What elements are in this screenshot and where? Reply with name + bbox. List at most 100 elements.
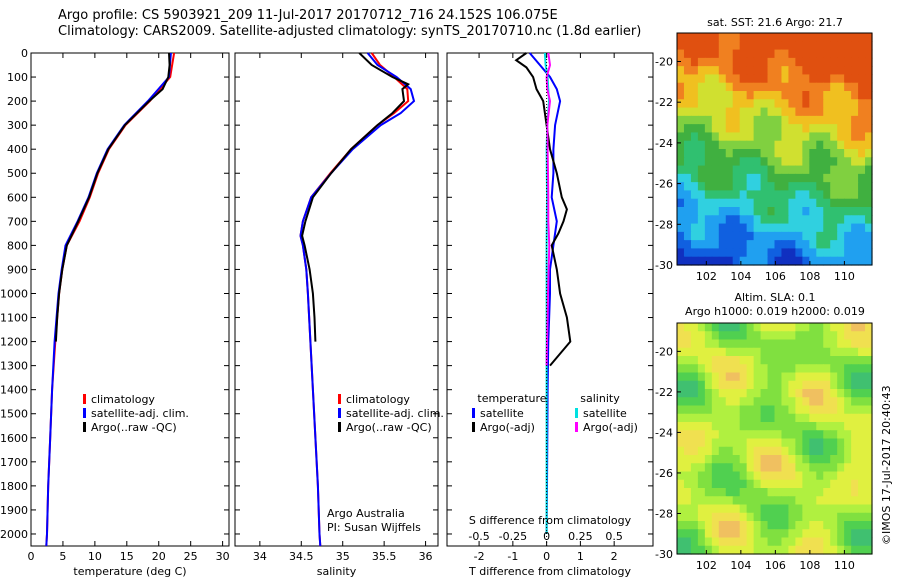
heat-cell: [865, 521, 873, 530]
heat-cell: [711, 173, 720, 183]
heat-cell: [816, 132, 824, 142]
heat-cell: [760, 488, 769, 497]
heat-cell: [725, 529, 734, 539]
heat-cell: [711, 479, 720, 489]
heat-cell: [809, 347, 817, 357]
heat-cell: [711, 397, 720, 407]
heat-cell: [865, 438, 873, 448]
heat-cell: [704, 446, 713, 456]
heat-cell: [795, 479, 803, 489]
heat-cell: [760, 240, 769, 250]
heat-cell: [851, 479, 859, 489]
heat-cell: [753, 463, 762, 473]
heat-cell: [739, 446, 748, 456]
sst-map-title: sat. SST: 21.6 Argo: 21.7: [707, 16, 843, 29]
heat-cell: [732, 157, 741, 167]
heat-cell: [781, 339, 790, 349]
heat-cell: [858, 331, 866, 341]
heat-cell: [774, 413, 783, 423]
heat-cell: [844, 504, 852, 514]
heat-cell: [760, 66, 769, 76]
heat-cell: [746, 33, 755, 42]
heat-cell: [739, 389, 748, 398]
heat-cell: [788, 537, 796, 547]
heat-cell: [704, 389, 713, 398]
heat-cell: [802, 165, 810, 175]
heat-cell: [858, 405, 866, 415]
heat-cell: [788, 173, 796, 183]
heat-cell: [760, 331, 769, 341]
heat-cell: [739, 198, 748, 208]
sla-map-subtitle: Argo h1000: 0.019 h2000: 0.019: [685, 305, 865, 318]
heat-cell: [851, 521, 859, 530]
heat-cell: [844, 323, 852, 332]
heat-cell: [795, 471, 803, 481]
x-tick-label: 0: [543, 550, 550, 563]
heat-cell: [677, 446, 685, 456]
heat-cell: [697, 397, 706, 407]
heat-cell: [697, 41, 706, 51]
heat-cell: [858, 380, 866, 390]
heat-cell: [802, 521, 810, 530]
heat-cell: [739, 512, 748, 522]
heat-cell: [767, 356, 776, 365]
heat-cell: [718, 446, 727, 456]
heat-cell: [823, 190, 831, 200]
heat-cell: [851, 496, 859, 506]
heat-cell: [767, 479, 776, 489]
y-tick-label: 1700: [0, 456, 28, 469]
heat-cell: [816, 479, 824, 489]
heat-cell: [802, 323, 810, 332]
heat-cell: [774, 41, 783, 51]
heat-cell: [683, 397, 692, 407]
heat-cell: [802, 537, 810, 547]
heat-cell: [823, 182, 831, 192]
heat-cell: [683, 323, 692, 332]
heat-cell: [802, 413, 810, 423]
heat-cell: [697, 57, 706, 67]
heat-cell: [788, 157, 796, 167]
heat-cell: [746, 380, 755, 390]
heat-cell: [767, 430, 776, 440]
x-tick-label: 5: [59, 550, 66, 563]
heat-cell: [677, 66, 685, 76]
heat-cell: [697, 124, 706, 134]
heat-cell: [725, 190, 734, 200]
heat-cell: [816, 521, 824, 530]
y-tick-label: 1600: [0, 432, 28, 445]
heat-cell: [816, 422, 824, 431]
heat-cell: [718, 198, 727, 208]
heat-cell: [732, 82, 741, 92]
heat-cell: [774, 521, 783, 530]
heat-cell: [753, 248, 762, 258]
heat-cell: [718, 182, 727, 192]
y-tick-label: -30: [655, 259, 673, 272]
heat-cell: [844, 198, 852, 208]
heat-cell: [830, 405, 838, 415]
heat-cell: [774, 132, 783, 142]
y-tick-label: 1300: [0, 360, 28, 373]
heat-cell: [844, 422, 852, 431]
legend-label: satellite-adj. clim.: [346, 407, 444, 420]
heat-cell: [690, 82, 699, 92]
heat-cell: [739, 41, 748, 51]
heat-cell: [851, 545, 859, 555]
heat-cell: [837, 207, 845, 216]
heat-cell: [865, 223, 873, 233]
heat-cell: [725, 223, 734, 233]
heat-cell: [802, 438, 810, 448]
heat-cell: [837, 231, 845, 241]
heat-cell: [697, 438, 706, 448]
heat-cell: [788, 479, 796, 489]
heat-cell: [851, 331, 859, 341]
heat-cell: [760, 33, 769, 42]
heat-cell: [830, 413, 838, 423]
heat-cell: [704, 165, 713, 175]
heat-cell: [725, 207, 734, 216]
heat-cell: [858, 347, 866, 357]
heat-cell: [704, 57, 713, 67]
heat-cell: [837, 405, 845, 415]
heat-cell: [781, 504, 790, 514]
heat-cell: [823, 537, 831, 547]
x-tick-label: 110: [834, 270, 855, 283]
